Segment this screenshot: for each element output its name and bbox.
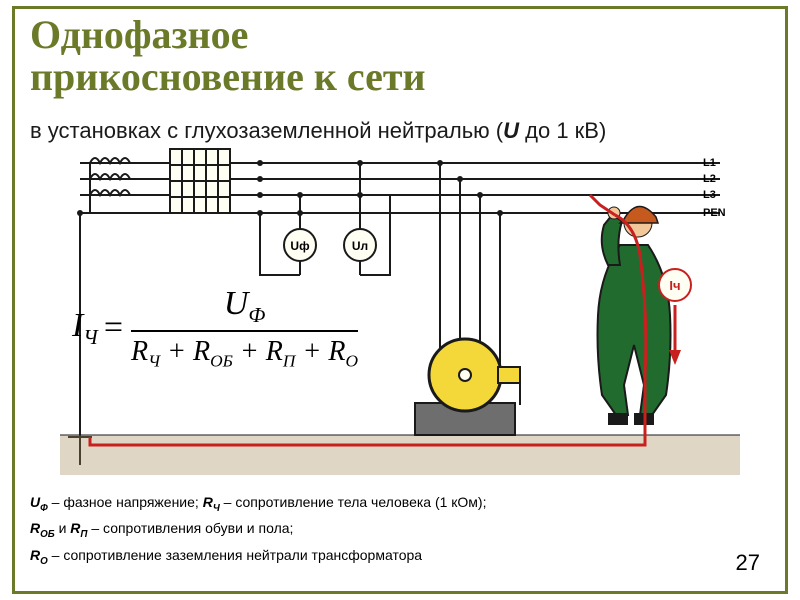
title-line-2: прикосновение к сети [30, 56, 770, 98]
formula: IЧ = UФ RЧ + RОБ + RП + RО [30, 285, 400, 371]
page-title: Однофазное прикосновение к сети [30, 14, 770, 98]
motor-icon [415, 339, 520, 435]
wire-label-l2: L2 [703, 173, 716, 185]
subtitle: в установках с глухозаземленной нейтраль… [30, 118, 770, 144]
title-line-1: Однофазное [30, 14, 770, 56]
formula-denominator: RЧ + RОБ + RП + RО [131, 332, 358, 372]
person-icon [598, 206, 671, 425]
page-number: 27 [736, 550, 760, 576]
legend-line-3: RО – сопротивление заземления нейтрали т… [30, 544, 680, 570]
svg-text:Uф: Uф [290, 239, 310, 253]
meter-uf: Uф [260, 195, 316, 275]
svg-text:Uл: Uл [352, 239, 368, 253]
wire-label-l1: L1 [703, 157, 716, 169]
legend: UФ – фазное напряжение; RЧ – сопротивлен… [30, 491, 680, 570]
wire-label-pen: PEN [703, 207, 726, 219]
svg-text:Iч: Iч [669, 278, 680, 293]
wire-label-l3: L3 [703, 189, 716, 201]
legend-line-1: UФ – фазное напряжение; RЧ – сопротивлен… [30, 491, 680, 517]
legend-line-2: RОБ и RП – сопротивления обуви и пола; [30, 517, 680, 543]
